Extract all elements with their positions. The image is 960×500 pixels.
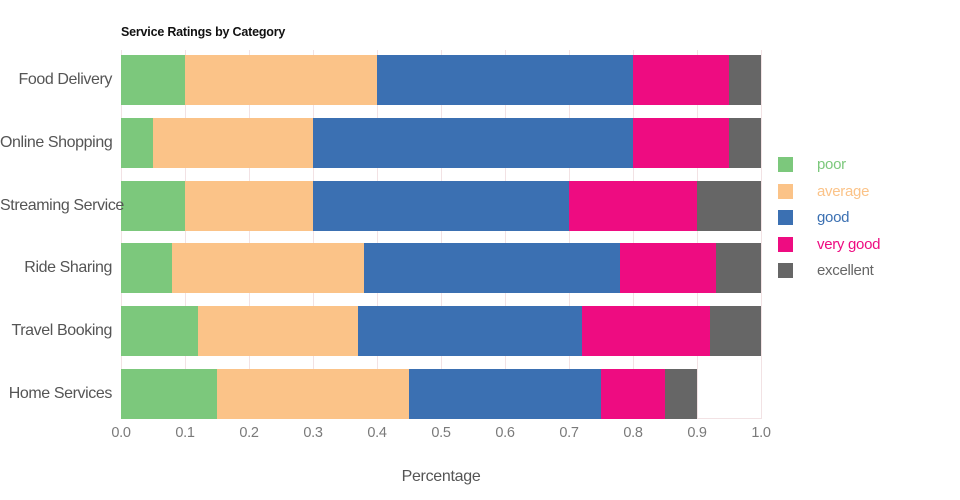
bar-segment-average bbox=[185, 55, 377, 105]
bar-segment-average bbox=[185, 180, 313, 231]
legend-item-poor[interactable]: poor bbox=[778, 156, 880, 173]
legend: poor average good very good excellent bbox=[778, 156, 880, 279]
gridline bbox=[505, 50, 506, 419]
legend-label: good bbox=[817, 209, 850, 226]
bar-segment-poor bbox=[121, 180, 185, 231]
legend-item-good[interactable]: good bbox=[778, 209, 880, 226]
bar-segment-poor bbox=[121, 306, 198, 357]
legend-swatch bbox=[778, 236, 793, 252]
bar-segment-very-good bbox=[581, 306, 710, 357]
bar-segment-average bbox=[217, 369, 409, 419]
x-tick-label: 0.5 bbox=[431, 425, 451, 441]
bar-segment-good bbox=[409, 369, 601, 419]
bar-row bbox=[121, 55, 761, 105]
gridline bbox=[185, 50, 186, 419]
legend-item-average[interactable]: average bbox=[778, 183, 880, 200]
gridline bbox=[697, 50, 698, 419]
bar-segment-excellent bbox=[665, 369, 697, 419]
bar-segment-excellent bbox=[709, 306, 761, 357]
legend-swatch bbox=[778, 210, 793, 225]
bar-segment-poor bbox=[121, 117, 153, 168]
bar-segment-excellent bbox=[729, 117, 761, 168]
x-axis-ticks: 0.0 0.1 0.2 0.3 0.4 0.5 0.6 0.7 0.8 0.9 1.0 bbox=[0, 425, 960, 445]
legend-item-excellent[interactable]: excellent bbox=[778, 262, 880, 279]
legend-label: poor bbox=[817, 156, 846, 173]
x-axis-title: Percentage bbox=[401, 468, 481, 485]
bar-segment-excellent bbox=[716, 243, 761, 294]
category-label: Streaming Service bbox=[0, 196, 124, 214]
gridline bbox=[761, 50, 762, 419]
x-tick-label: 1.0 bbox=[751, 425, 771, 441]
category-label: Food Delivery bbox=[18, 71, 112, 88]
bar-segment-poor bbox=[121, 243, 173, 294]
bar-segment-good bbox=[313, 180, 569, 231]
legend-label: very good bbox=[817, 235, 881, 253]
gridline bbox=[249, 50, 250, 419]
bar-segment-very-good bbox=[569, 180, 697, 231]
legend-swatch bbox=[778, 183, 793, 199]
bar-row bbox=[121, 117, 761, 168]
gridline bbox=[313, 50, 314, 419]
bar-segment-good bbox=[313, 117, 633, 168]
bar-row bbox=[121, 306, 761, 357]
bar-row bbox=[121, 180, 761, 231]
bar-segment-very-good bbox=[620, 243, 717, 294]
bar-segment-very-good bbox=[601, 369, 665, 419]
legend-swatch bbox=[778, 263, 793, 278]
x-tick-label: 0.6 bbox=[495, 425, 515, 441]
plot-area bbox=[121, 50, 762, 419]
x-tick-label: 0.1 bbox=[175, 425, 195, 441]
bar-segment-average bbox=[172, 243, 365, 294]
gridline bbox=[633, 50, 634, 419]
category-label: Home Services bbox=[8, 385, 113, 402]
gridline bbox=[377, 50, 378, 419]
x-tick-label: 0.8 bbox=[623, 425, 643, 441]
bar-segment-average bbox=[153, 117, 313, 168]
bar-segment-very-good bbox=[633, 117, 729, 168]
bar-segment-average bbox=[197, 306, 358, 357]
chart-title: Service Ratings by Category bbox=[121, 25, 286, 39]
x-tick-label: 0.2 bbox=[239, 425, 259, 441]
bar-segment-good bbox=[357, 306, 582, 357]
bar-row bbox=[121, 369, 761, 419]
category-label: Online Shopping bbox=[0, 133, 113, 151]
gridline bbox=[569, 50, 570, 419]
legend-swatch bbox=[778, 157, 793, 172]
legend-item-very-good[interactable]: very good bbox=[778, 236, 880, 253]
gridline bbox=[441, 50, 442, 419]
legend-label: excellent bbox=[817, 262, 874, 279]
x-tick-label: 0.9 bbox=[687, 425, 707, 441]
x-tick-label: 0.0 bbox=[111, 425, 131, 441]
category-label: Ride Sharing bbox=[24, 259, 112, 277]
category-label: Travel Booking bbox=[11, 322, 112, 340]
bar-segment-good bbox=[364, 243, 621, 294]
gridline bbox=[121, 50, 122, 419]
x-tick-label: 0.7 bbox=[559, 425, 579, 441]
x-tick-label: 0.4 bbox=[367, 425, 387, 441]
bar-segment-excellent bbox=[729, 55, 761, 105]
bar-segment-poor bbox=[121, 55, 185, 105]
x-tick-label: 0.3 bbox=[303, 425, 323, 441]
bar-segment-very-good bbox=[633, 55, 729, 105]
bar-row bbox=[121, 243, 761, 294]
legend-label: average bbox=[817, 182, 870, 200]
bar-segment-excellent bbox=[697, 180, 761, 231]
bar-segment-poor bbox=[121, 369, 217, 419]
bar-segment-good bbox=[377, 55, 633, 105]
